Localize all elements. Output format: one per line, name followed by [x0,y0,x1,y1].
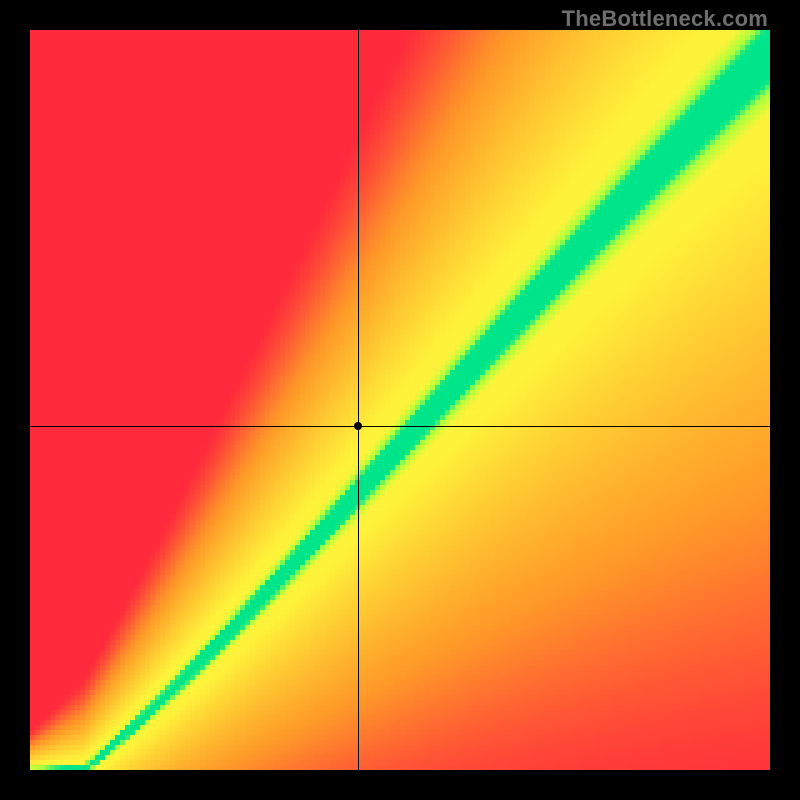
data-point-marker [354,422,362,430]
watermark-text: TheBottleneck.com [562,6,768,32]
chart-container: { "watermark": "TheBottleneck.com", "cha… [0,0,800,800]
crosshair-vertical [358,30,359,770]
crosshair-horizontal [30,426,770,427]
crosshair-overlay [30,30,770,770]
